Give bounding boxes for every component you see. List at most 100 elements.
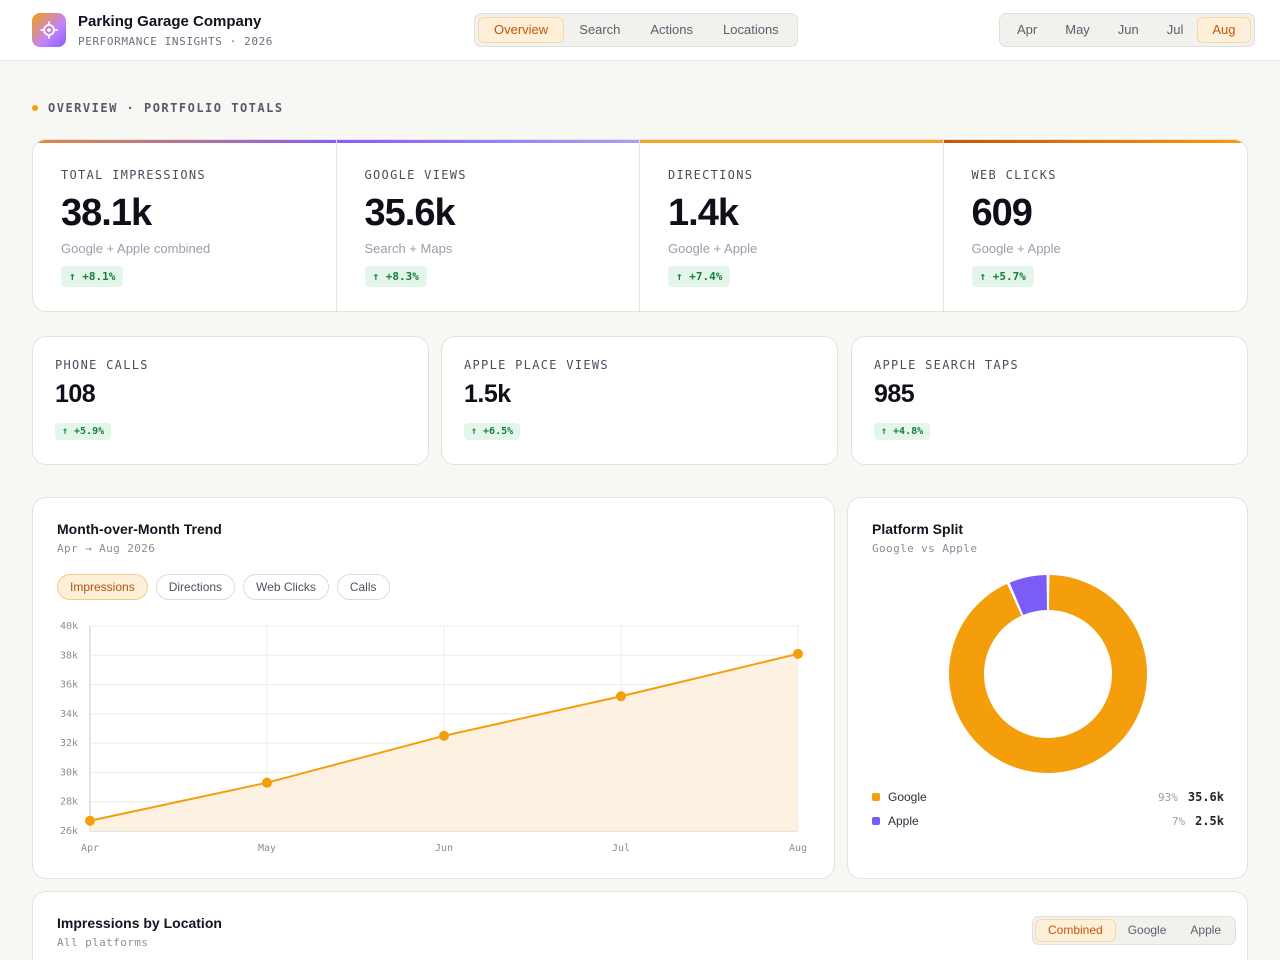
top-bar: Parking Garage Company PERFORMANCE INSIG… (0, 0, 1280, 61)
main-nav: Overview Search Actions Locations (474, 13, 798, 47)
platform-donut-chart (949, 575, 1147, 773)
brand-logo (32, 13, 66, 47)
kpi-delta-badge: ↑ +7.4% (668, 266, 731, 287)
y-tick-label: 34k (60, 709, 78, 720)
kpi-delta-badge: ↑ +5.7% (971, 266, 1034, 287)
kpi-apple-search-taps: APPLE SEARCH TAPS 985 ↑ +4.8% (851, 336, 1248, 465)
section-dot-icon (32, 105, 38, 111)
kpi-note: Google + Apple combined (61, 241, 211, 256)
section-label-text: OVERVIEW · PORTFOLIO TOTALS (48, 101, 284, 115)
legend-item-apple: Apple 7% 2.5k (872, 814, 1224, 828)
tab-actions[interactable]: Actions (650, 22, 694, 37)
kpi-accent-bar (33, 140, 336, 143)
target-icon (40, 21, 58, 39)
kpi-accent-bar (640, 140, 943, 143)
x-tick-label: May (258, 843, 276, 854)
kpi-accent-bar (943, 140, 1247, 143)
kpi-delta-badge: ↑ +6.5% (464, 423, 521, 440)
kpi-value: 609 (971, 192, 1033, 234)
y-tick-label: 28k (60, 797, 78, 808)
kpi-note: Google + Apple (971, 241, 1061, 256)
chip-calls[interactable]: Calls (336, 574, 390, 600)
month-may[interactable]: May (1065, 22, 1090, 37)
metric-chips: Impressions Directions Web Clicks Calls (57, 574, 398, 600)
split-subtitle: Google vs Apple (872, 542, 978, 555)
month-aug[interactable]: Aug (1197, 17, 1251, 43)
kpi-summary-card: TOTAL IMPRESSIONS 38.1k Google + Apple c… (32, 139, 1248, 312)
donut-slice-apple (1009, 575, 1048, 615)
toggle-google[interactable]: Google (1127, 923, 1167, 937)
tab-search[interactable]: Search (579, 22, 621, 37)
kpi-note: Google + Apple (668, 241, 758, 256)
location-title: Impressions by Location (57, 915, 222, 931)
kpi-label: WEB CLICKS (971, 168, 1057, 182)
y-tick-label: 26k (60, 826, 78, 837)
month-selector: Apr May Jun Jul Aug (999, 13, 1255, 47)
month-jun[interactable]: Jun (1117, 22, 1139, 37)
kpi-value: 35.6k (364, 192, 456, 234)
kpi-value: 1.5k (464, 380, 511, 408)
toggle-combined[interactable]: Combined (1035, 919, 1116, 942)
kpi-directions: DIRECTIONS 1.4k Google + Apple ↑ +7.4% (640, 140, 944, 311)
chip-web-clicks[interactable]: Web Clicks (243, 574, 329, 600)
platform-toggle: Combined Google Apple (1032, 916, 1237, 945)
x-tick-label: Apr (81, 843, 99, 854)
month-jul[interactable]: Jul (1166, 22, 1184, 37)
kpi-value: 38.1k (61, 192, 152, 234)
location-subtitle: All platforms (57, 936, 149, 949)
kpi-value: 1.4k (668, 192, 739, 234)
kpi-label: TOTAL IMPRESSIONS (61, 168, 206, 182)
chip-impressions[interactable]: Impressions (57, 574, 148, 600)
platform-split-card: Platform Split Google vs Apple Google 93… (847, 497, 1248, 879)
brand-title: Parking Garage Company (78, 13, 262, 30)
tab-overview[interactable]: Overview (478, 17, 565, 43)
kpi-value: 108 (55, 380, 96, 408)
kpi-delta-badge: ↑ +8.3% (364, 266, 427, 287)
x-tick-label: Aug (789, 843, 807, 854)
y-tick-label: 30k (60, 767, 78, 778)
kpi-value: 985 (874, 380, 915, 408)
data-point (616, 691, 626, 702)
kpi-label: APPLE PLACE VIEWS (464, 358, 609, 372)
section-label: OVERVIEW · PORTFOLIO TOTALS (32, 101, 284, 115)
legend-item-google: Google 93% 35.6k (872, 790, 1224, 804)
brand-subtitle: PERFORMANCE INSIGHTS · 2026 (78, 35, 274, 48)
kpi-label: DIRECTIONS (668, 168, 754, 182)
kpi-label: PHONE CALLS (55, 358, 149, 372)
data-point (85, 815, 95, 826)
tab-locations[interactable]: Locations (723, 22, 779, 37)
kpi-google-views: GOOGLE VIEWS 35.6k Search + Maps ↑ +8.3% (336, 140, 640, 311)
data-point (262, 777, 272, 788)
trend-chart: 26k 28k 30k 32k 34k 36k 38k 40k Apr May Jun Jul Aug (60, 621, 807, 854)
chip-directions[interactable]: Directions (155, 574, 236, 600)
y-tick-label: 32k (60, 738, 78, 749)
legend-pct: 93% (1158, 790, 1178, 804)
legend-value: 35.6k (1187, 790, 1224, 804)
toggle-apple[interactable]: Apple (1190, 923, 1222, 937)
kpi-delta-badge: ↑ +8.1% (61, 266, 124, 287)
y-tick-label: 38k (60, 650, 78, 661)
month-apr[interactable]: Apr (1017, 22, 1038, 37)
kpi-label: APPLE SEARCH TAPS (874, 358, 1019, 372)
kpi-apple-place-views: APPLE PLACE VIEWS 1.5k ↑ +6.5% (441, 336, 838, 465)
legend-name: Apple (888, 814, 919, 828)
donut-slice-google (949, 575, 1147, 773)
kpi-phone-calls: PHONE CALLS 108 ↑ +5.9% (32, 336, 429, 465)
trend-card: Month-over-Month Trend Apr → Aug 2026 Im… (32, 497, 835, 879)
kpi-accent-bar (336, 140, 639, 143)
split-title: Platform Split (872, 521, 964, 537)
kpi-total-impressions: TOTAL IMPRESSIONS 38.1k Google + Apple c… (33, 140, 337, 311)
trend-title: Month-over-Month Trend (57, 521, 222, 537)
kpi-delta-badge: ↑ +4.8% (874, 423, 931, 440)
trend-subtitle: Apr → Aug 2026 (57, 542, 156, 555)
x-tick-label: Jun (435, 843, 453, 854)
legend-value: 2.5k (1195, 814, 1224, 828)
kpi-delta-badge: ↑ +5.9% (55, 423, 112, 440)
kpi-note: Search + Maps (364, 241, 453, 256)
legend-swatch (872, 793, 880, 801)
legend-swatch (872, 817, 880, 825)
kpi-label: GOOGLE VIEWS (364, 168, 467, 182)
kpi-web-clicks: WEB CLICKS 609 Google + Apple ↑ +5.7% (943, 140, 1247, 311)
x-tick-label: Jul (612, 843, 630, 854)
data-point (793, 648, 803, 659)
